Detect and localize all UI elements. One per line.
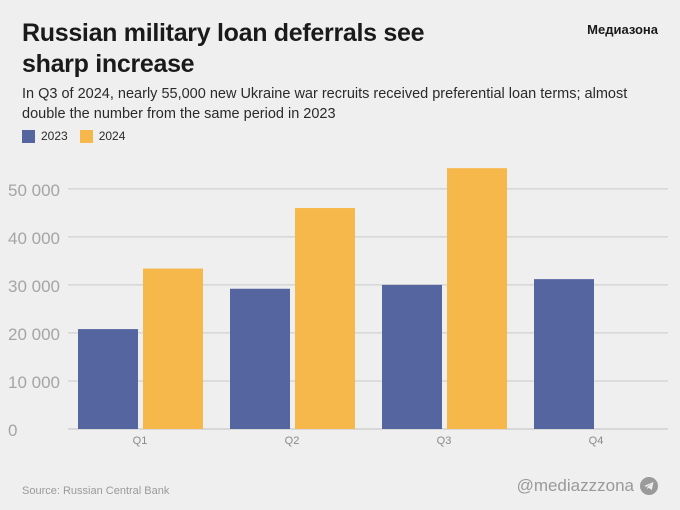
legend-label-2023: 2023 bbox=[41, 129, 68, 143]
legend-label-2024: 2024 bbox=[98, 129, 126, 143]
y-tick-label: 10 000 bbox=[8, 373, 60, 392]
bar-2023-q2 bbox=[230, 288, 290, 429]
social-handle[interactable]: @mediazzzona bbox=[517, 476, 658, 496]
y-tick-label: 30 000 bbox=[8, 277, 60, 296]
legend-item-2024: 2024 bbox=[79, 129, 126, 143]
bar-chart: 0 10 000 20 000 30 000 40 000 50 000 Q1 Q2 Q3 Q4 bbox=[8, 168, 668, 447]
y-axis-ticks: 0 10 000 20 000 30 000 40 000 50 000 bbox=[8, 181, 60, 440]
bars bbox=[78, 168, 594, 429]
telegram-icon bbox=[640, 477, 658, 495]
bar-2023-q4 bbox=[534, 279, 594, 429]
legend: 2023 2024 bbox=[22, 129, 137, 143]
handle-text: @mediazzzona bbox=[516, 476, 634, 495]
legend-swatch-2024 bbox=[79, 129, 93, 143]
bar-2024-q1 bbox=[143, 268, 203, 429]
y-tick-label: 0 bbox=[8, 421, 17, 440]
x-tick-label: Q2 bbox=[285, 435, 300, 447]
legend-item-2023: 2023 bbox=[22, 129, 68, 143]
bar-2024-q3 bbox=[447, 168, 507, 429]
bar-2023-q1 bbox=[78, 329, 138, 429]
y-tick-label: 20 000 bbox=[8, 325, 60, 344]
bar-2024-q2 bbox=[295, 208, 355, 429]
chart-title: Russian military loan deferrals see shar… bbox=[22, 19, 425, 78]
legend-swatch-2023 bbox=[22, 129, 35, 143]
chart-subtitle: In Q3 of 2024, nearly 55,000 new Ukraine… bbox=[22, 86, 628, 122]
x-tick-label: Q1 bbox=[133, 435, 148, 447]
x-tick-label: Q4 bbox=[589, 435, 604, 447]
source-note: Source: Russian Central Bank bbox=[22, 485, 170, 497]
x-axis-ticks: Q1 Q2 Q3 Q4 bbox=[133, 435, 604, 447]
brand-logo: Медиазона bbox=[587, 22, 658, 37]
bar-2023-q3 bbox=[382, 284, 442, 429]
y-tick-label: 40 000 bbox=[8, 229, 60, 248]
x-tick-label: Q3 bbox=[437, 435, 452, 447]
y-tick-label: 50 000 bbox=[8, 181, 60, 200]
